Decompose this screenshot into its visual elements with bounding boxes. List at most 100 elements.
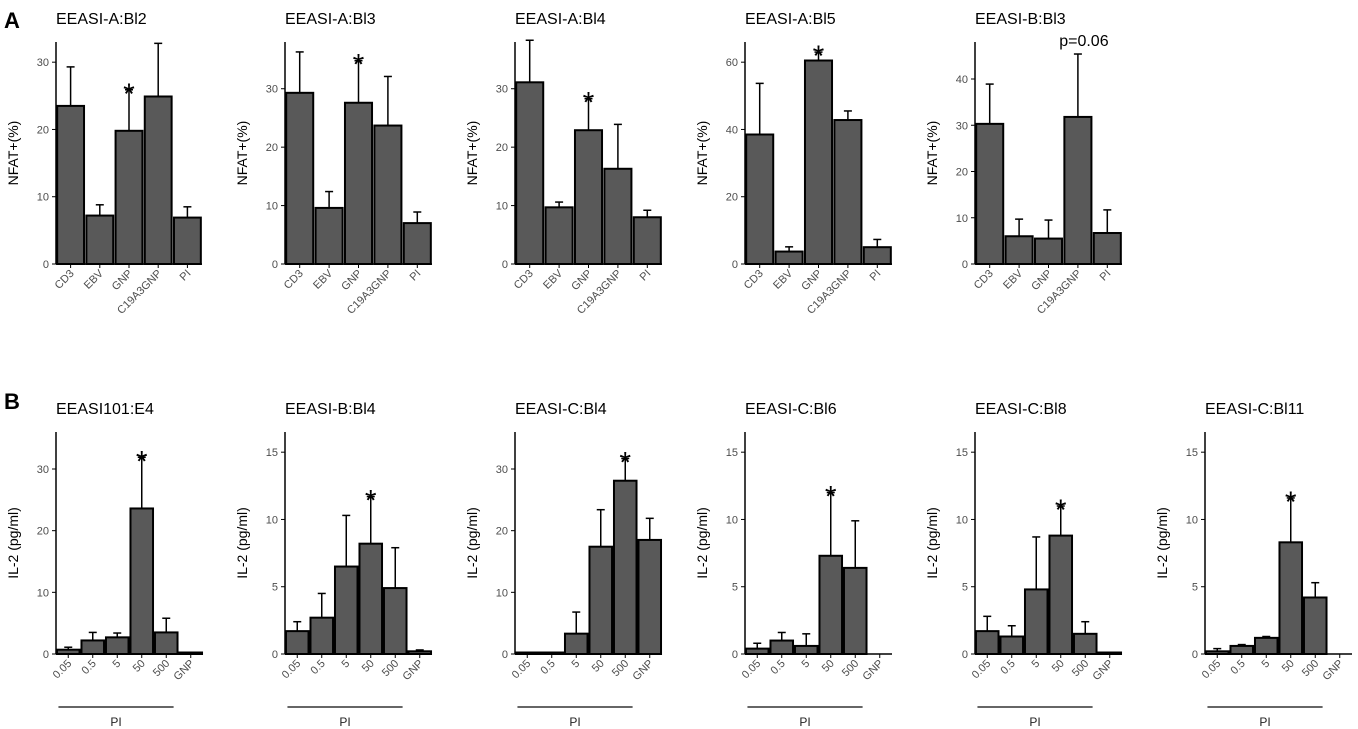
- significance-star: *: [136, 445, 148, 478]
- bar: [129, 507, 155, 656]
- chart-title: EEASI-C:Bl4: [515, 401, 607, 418]
- x-tick-label: GNP: [172, 658, 197, 683]
- y-tick-label: 30: [266, 84, 278, 96]
- y-axis-label: IL-2 (pg/ml): [234, 507, 250, 579]
- bar: [309, 616, 335, 656]
- bar: [515, 81, 545, 265]
- chart-8: EEASI-C:Bl6 IL-2 (pg/ml) 0 5 10 15 0.05 0.5 5 50 5…: [694, 401, 892, 729]
- x-tick-label: 5: [1260, 658, 1273, 671]
- y-axis-label: IL-2 (pg/ml): [1154, 507, 1170, 579]
- y-tick-label: 20: [496, 526, 508, 538]
- x-tick-label: 50: [1050, 658, 1067, 675]
- y-axis-label: NFAT+(%): [5, 121, 21, 186]
- y-tick-label: 10: [496, 587, 508, 599]
- bar: [56, 104, 86, 265]
- x-tick-label: EBV: [771, 267, 796, 292]
- y-tick-label: 40: [726, 124, 738, 136]
- x-tick-label: GNP: [861, 658, 886, 683]
- x-tick-label: EBV: [311, 267, 336, 292]
- x-tick-label: 50: [590, 658, 607, 675]
- x-tick-label: GNP: [401, 658, 426, 683]
- x-tick-label: 500: [610, 658, 631, 679]
- group-label: PI: [799, 715, 810, 729]
- group-label: PI: [110, 715, 121, 729]
- y-tick-label: 30: [496, 464, 508, 476]
- y-tick-label: 0: [43, 649, 49, 661]
- bar: [793, 644, 819, 655]
- chart-6: EEASI-B:Bl4 IL-2 (pg/ml) 0 5 10 15 0.05 0.5 5 50 5…: [234, 401, 433, 729]
- y-tick-label: 10: [726, 514, 738, 526]
- chart-5: EEASI101:E4 IL-2 (pg/ml) 0 10 20 30 0.05 0.5 5 50…: [5, 401, 204, 729]
- x-tick-label: 0.5: [539, 658, 558, 677]
- y-tick-label: 15: [1186, 447, 1198, 459]
- bar: [769, 639, 795, 656]
- x-tick-label: 0.5: [1229, 658, 1248, 677]
- y-tick-label: 20: [37, 526, 49, 538]
- significance-star: *: [1285, 486, 1297, 519]
- y-tick-label: 20: [496, 142, 508, 154]
- y-axis-label: IL-2 (pg/ml): [464, 507, 480, 579]
- bar: [1048, 534, 1074, 655]
- y-tick-label: 40: [956, 74, 968, 86]
- x-tick-label: 50: [131, 658, 148, 675]
- x-tick-label: 500: [840, 658, 861, 679]
- bar: [373, 124, 403, 266]
- x-tick-label: 5: [800, 658, 813, 671]
- bar: [85, 214, 115, 265]
- bar: [603, 167, 633, 265]
- y-tick-label: 5: [272, 582, 278, 594]
- x-tick-label: PI: [868, 268, 884, 284]
- chart-10: EEASI-C:Bl11 IL-2 (pg/ml) 0 5 10 15 0.05 0.5 5 50…: [1154, 401, 1352, 729]
- y-tick-label: 20: [37, 124, 49, 136]
- x-tick-label: GNP: [631, 658, 656, 683]
- x-tick-label: CD3: [742, 268, 766, 292]
- chart-title: EEASI-A:Bl5: [745, 11, 836, 28]
- x-tick-label: 500: [1070, 658, 1091, 679]
- group-label: PI: [1029, 715, 1040, 729]
- bar: [612, 479, 638, 656]
- y-tick-label: 5: [732, 582, 738, 594]
- y-tick-label: 0: [962, 649, 968, 661]
- significance-star: *: [825, 481, 837, 514]
- bar: [563, 632, 589, 656]
- y-tick-label: 15: [726, 447, 738, 459]
- bar: [285, 91, 315, 266]
- chart-title: EEASI-A:Bl4: [515, 11, 606, 28]
- bar: [1072, 632, 1098, 655]
- bar: [632, 216, 662, 265]
- chart-7: EEASI-C:Bl4 IL-2 (pg/ml) 0 10 20 30 0.05 0.5 5 50…: [464, 401, 663, 729]
- x-tick-label: 50: [820, 658, 837, 675]
- x-tick-label: GNP: [110, 268, 135, 293]
- bar: [1004, 235, 1034, 265]
- significance-star: *: [1055, 494, 1067, 527]
- bar: [143, 95, 173, 265]
- significance-star: *: [813, 40, 825, 73]
- bar: [974, 630, 1000, 655]
- bar: [1229, 644, 1255, 655]
- significance-star: *: [123, 78, 135, 111]
- bar: [803, 59, 834, 265]
- group-label: PI: [569, 715, 580, 729]
- y-tick-label: 10: [956, 213, 968, 225]
- bar: [1063, 115, 1093, 265]
- chart-9: EEASI-C:Bl8 IL-2 (pg/ml) 0 5 10 15 0.05 0.5 5 50 5…: [924, 401, 1123, 729]
- y-tick-label: 10: [1186, 514, 1198, 526]
- y-axis-label: NFAT+(%): [464, 121, 480, 186]
- y-tick-label: 10: [266, 201, 278, 213]
- chart-title: EEASI-C:Bl6: [745, 401, 837, 418]
- bar: [975, 122, 1005, 265]
- bar: [104, 636, 130, 655]
- chart-title: EEASI-B:Bl4: [285, 401, 376, 418]
- x-tick-label: EBV: [541, 267, 566, 292]
- panel-label-a: A: [4, 8, 20, 33]
- chart-title: EEASI-B:Bl3: [975, 11, 1066, 28]
- bar: [382, 587, 408, 656]
- y-tick-label: 0: [732, 649, 738, 661]
- bar: [1023, 588, 1049, 655]
- bar: [172, 216, 202, 265]
- bar: [818, 554, 844, 655]
- y-tick-label: 20: [956, 167, 968, 179]
